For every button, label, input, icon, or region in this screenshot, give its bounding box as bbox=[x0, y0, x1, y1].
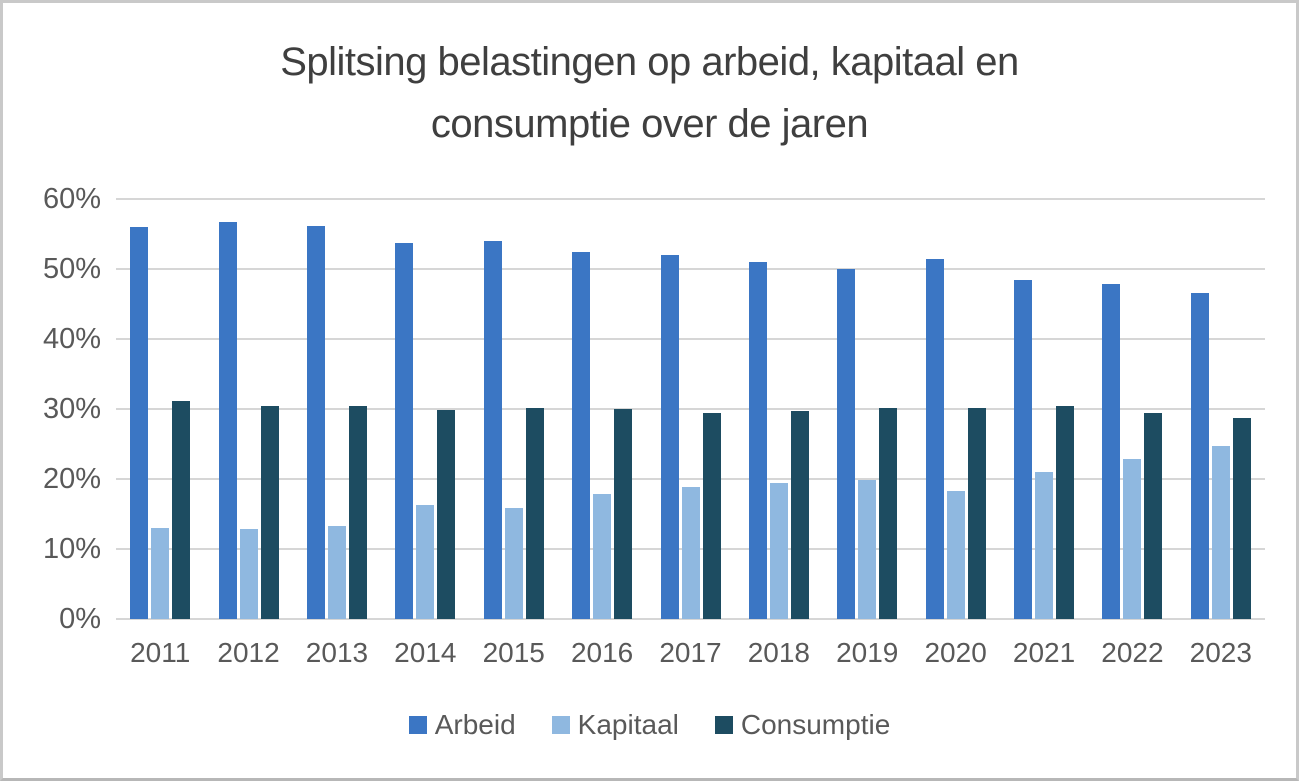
x-tick-label-2015: 2015 bbox=[482, 637, 545, 668]
bar-consumptie-2023 bbox=[1232, 418, 1251, 619]
x-tick-label-2017: 2017 bbox=[659, 637, 722, 668]
legend-swatch-arbeid bbox=[408, 716, 427, 734]
bar-consumptie-2022 bbox=[1144, 413, 1163, 619]
bar-consumptie-2016 bbox=[614, 409, 633, 619]
bar-arbeid-2020 bbox=[925, 258, 944, 619]
bar-consumptie-2015 bbox=[525, 407, 544, 619]
bar-kapitaal-2017 bbox=[681, 487, 700, 619]
bar-arbeid-2021 bbox=[1014, 279, 1033, 619]
legend-label-kapitaal: Kapitaal bbox=[577, 709, 679, 740]
y-tick-label: 0% bbox=[59, 603, 101, 635]
chart-title-line1: Splitsing belastingen op arbeid, kapitaa… bbox=[280, 40, 1019, 84]
y-tick-label: 60% bbox=[42, 183, 101, 215]
bar-kapitaal-2011 bbox=[151, 528, 170, 619]
bar-arbeid-2013 bbox=[306, 225, 325, 619]
bar-consumptie-2011 bbox=[172, 401, 191, 619]
bar-kapitaal-2020 bbox=[946, 490, 965, 619]
bar-consumptie-2017 bbox=[702, 412, 721, 619]
x-tick-label-2011: 2011 bbox=[130, 637, 191, 668]
x-tick-label-2014: 2014 bbox=[394, 637, 457, 668]
chart-title-line2: consumptie over de jaren bbox=[430, 102, 869, 146]
gridline-60 bbox=[116, 198, 1265, 200]
gridline-30 bbox=[116, 408, 1265, 410]
legend-swatch-consumptie bbox=[714, 716, 733, 734]
bar-kapitaal-2021 bbox=[1035, 472, 1054, 619]
chart-title: Splitsing belastingen op arbeid, kapitaa… bbox=[3, 31, 1296, 155]
bar-arbeid-2017 bbox=[660, 255, 679, 619]
legend: Arbeid Kapitaal Consumptie bbox=[3, 704, 1296, 746]
bar-kapitaal-2023 bbox=[1211, 446, 1230, 619]
bar-kapitaal-2014 bbox=[416, 504, 435, 619]
legend-item-kapitaal: Kapitaal bbox=[551, 704, 679, 746]
bar-kapitaal-2012 bbox=[239, 529, 258, 619]
bar-arbeid-2015 bbox=[483, 241, 502, 619]
bar-kapitaal-2016 bbox=[593, 494, 612, 619]
bar-arbeid-2011 bbox=[130, 227, 149, 619]
bar-consumptie-2014 bbox=[437, 409, 456, 619]
bar-consumptie-2020 bbox=[967, 407, 986, 619]
legend-label-arbeid: Arbeid bbox=[434, 709, 516, 740]
y-tick-label: 20% bbox=[42, 463, 101, 495]
gridline-0 bbox=[116, 618, 1265, 620]
bar-consumptie-2018 bbox=[790, 411, 809, 619]
y-tick-label: 40% bbox=[42, 323, 101, 355]
y-tick-label: 10% bbox=[42, 533, 101, 565]
bar-arbeid-2014 bbox=[395, 243, 414, 619]
bar-consumptie-2012 bbox=[260, 405, 279, 619]
gridline-20 bbox=[116, 478, 1265, 480]
legend-swatch-kapitaal bbox=[551, 716, 570, 734]
bar-consumptie-2019 bbox=[879, 407, 898, 619]
bar-consumptie-2013 bbox=[348, 406, 367, 619]
bar-arbeid-2018 bbox=[748, 262, 767, 619]
bar-arbeid-2016 bbox=[572, 251, 591, 619]
x-tick-label-2020: 2020 bbox=[924, 637, 987, 668]
legend-item-arbeid: Arbeid bbox=[408, 704, 516, 746]
gridline-50 bbox=[116, 268, 1265, 270]
bar-arbeid-2023 bbox=[1190, 292, 1209, 619]
x-tick-label-2016: 2016 bbox=[570, 637, 634, 668]
bar-arbeid-2022 bbox=[1102, 284, 1121, 619]
bar-kapitaal-2019 bbox=[858, 480, 877, 619]
x-tick-label-2012: 2012 bbox=[217, 637, 280, 668]
bar-arbeid-2012 bbox=[218, 222, 237, 619]
bar-consumptie-2021 bbox=[1056, 405, 1075, 619]
x-tick-label-2021: 2021 bbox=[1012, 637, 1076, 668]
x-tick-label-2022: 2022 bbox=[1101, 637, 1164, 668]
bar-kapitaal-2018 bbox=[769, 482, 788, 619]
bar-arbeid-2019 bbox=[837, 269, 856, 619]
y-tick-label: 50% bbox=[42, 253, 101, 285]
y-tick-label: 30% bbox=[42, 393, 101, 425]
x-tick-label-2019: 2019 bbox=[836, 637, 899, 668]
legend-label-consumptie: Consumptie bbox=[740, 709, 891, 740]
x-tick-label-2018: 2018 bbox=[747, 637, 811, 668]
bar-kapitaal-2013 bbox=[327, 525, 346, 619]
gridline-40 bbox=[116, 338, 1265, 340]
legend-item-consumptie: Consumptie bbox=[714, 704, 891, 746]
x-tick-label-2023: 2023 bbox=[1189, 637, 1252, 668]
bar-kapitaal-2022 bbox=[1123, 459, 1142, 619]
plot-area bbox=[116, 198, 1265, 620]
bar-kapitaal-2015 bbox=[504, 508, 523, 619]
x-tick-label-2013: 2013 bbox=[305, 637, 369, 668]
